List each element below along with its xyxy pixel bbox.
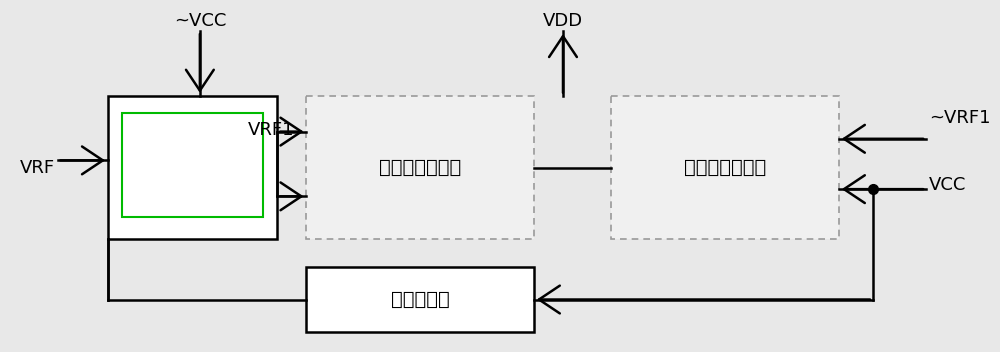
Bar [611, 96, 839, 239]
Bar [122, 113, 263, 217]
Bar [108, 96, 277, 239]
Text: 传输管: 传输管 [175, 158, 210, 177]
Text: ~VRF1: ~VRF1 [929, 109, 990, 127]
Text: 第二电平恢复器: 第二电平恢复器 [684, 158, 766, 177]
Text: ~VCC: ~VCC [174, 12, 226, 30]
Bar [306, 96, 534, 239]
Text: VRF: VRF [20, 159, 55, 177]
Bar [306, 267, 534, 332]
Text: 电源选择器: 电源选择器 [391, 290, 450, 309]
Text: VRF1: VRF1 [248, 121, 295, 139]
Text: 第一电平恢复器: 第一电平恢复器 [379, 158, 461, 177]
Text: VDD: VDD [543, 12, 583, 30]
Text: VCC: VCC [929, 176, 966, 194]
